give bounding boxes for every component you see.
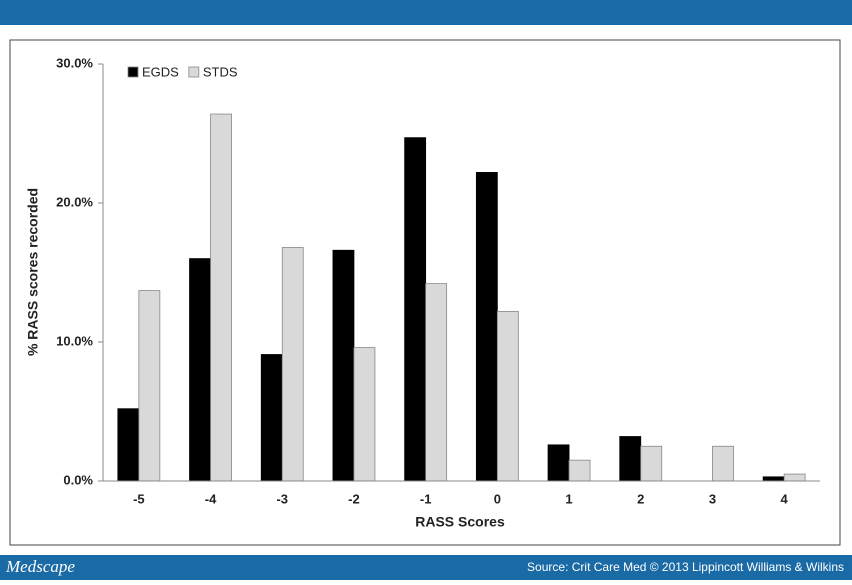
bar: [475, 172, 498, 482]
bar: [353, 347, 376, 482]
legend-swatch: [188, 66, 200, 78]
bar: [712, 445, 734, 482]
y-tick-label: 10.0%: [56, 333, 93, 348]
header-bar: [0, 0, 852, 25]
bar: [281, 247, 304, 482]
footer-bar: [0, 555, 852, 580]
x-tick-label: 1: [565, 491, 572, 506]
bar: [260, 354, 283, 482]
bar: [138, 290, 161, 482]
bar: [425, 283, 448, 482]
x-tick-label: -4: [205, 491, 217, 506]
x-tick-label: -5: [133, 491, 145, 506]
legend-label: STDS: [203, 64, 238, 79]
legend-label: EGDS: [142, 64, 179, 79]
brand: Medscape: [5, 557, 75, 576]
bar: [640, 445, 663, 482]
bar: [762, 476, 785, 482]
bar: [117, 408, 140, 482]
bar: [783, 473, 806, 482]
y-tick-label: 0.0%: [63, 472, 93, 487]
x-tick-label: 4: [781, 491, 789, 506]
legend-swatch: [127, 66, 139, 78]
x-tick-label: 3: [709, 491, 716, 506]
source: Source: Crit Care Med © 2013 Lippincott …: [527, 560, 844, 574]
x-tick-label: -1: [420, 491, 432, 506]
bar: [404, 137, 427, 482]
bar: [496, 311, 519, 482]
x-tick-label: 2: [637, 491, 644, 506]
x-axis-label: RASS Scores: [415, 514, 505, 530]
bar: [332, 249, 355, 482]
bar: [568, 459, 591, 482]
x-tick-label: -3: [276, 491, 288, 506]
x-tick-label: 0: [494, 491, 501, 506]
bar: [189, 258, 211, 482]
bar: [210, 113, 232, 482]
y-tick-label: 30.0%: [56, 55, 93, 70]
y-axis-label: % RASS scores recorded: [25, 188, 41, 356]
y-tick-label: 20.0%: [56, 194, 93, 209]
bar: [619, 436, 642, 482]
bar: [547, 444, 570, 482]
x-tick-label: -2: [348, 491, 360, 506]
